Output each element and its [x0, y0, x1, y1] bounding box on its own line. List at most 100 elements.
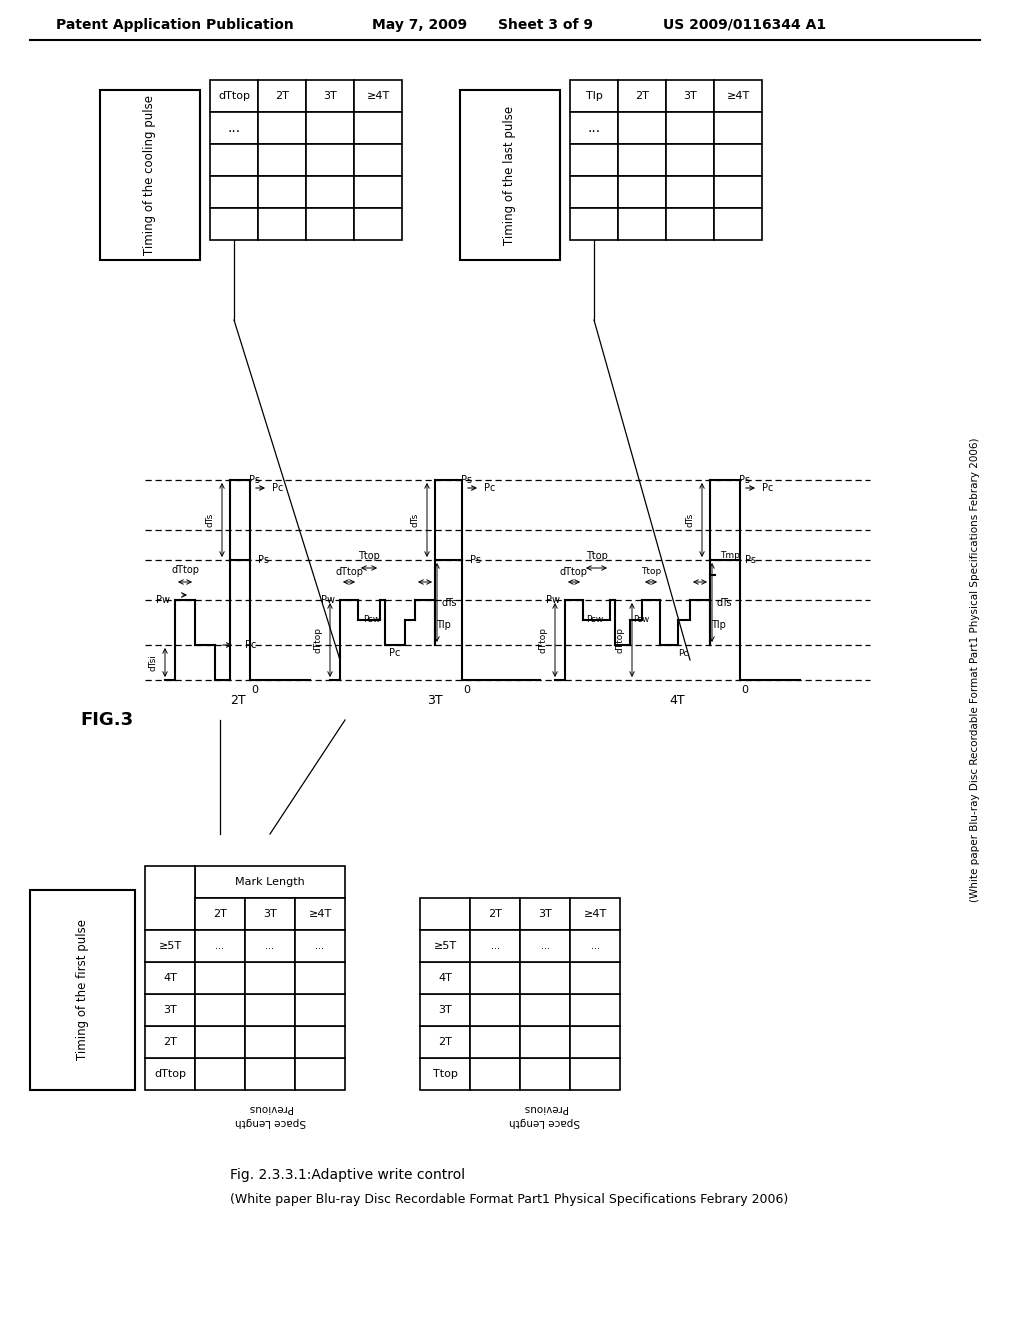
Bar	[420, 962, 470, 994]
Text: dTtop: dTtop	[171, 565, 199, 576]
Bar	[245, 994, 295, 1026]
Bar	[470, 1059, 520, 1090]
Bar	[258, 144, 306, 176]
Text: 0: 0	[741, 685, 749, 696]
Text: ≥4T: ≥4T	[726, 91, 750, 102]
Bar	[618, 81, 666, 112]
Bar	[570, 1026, 620, 1059]
Bar	[245, 898, 295, 931]
Text: Timing of the cooling pulse: Timing of the cooling pulse	[143, 95, 157, 255]
Bar	[295, 994, 345, 1026]
Bar	[295, 898, 345, 931]
Bar	[570, 81, 618, 112]
Text: Timing of the first pulse: Timing of the first pulse	[76, 920, 89, 1060]
Text: dTs: dTs	[206, 513, 214, 527]
Text: ≥4T: ≥4T	[367, 91, 389, 102]
Text: 0: 0	[464, 685, 470, 696]
Text: 3T: 3T	[324, 91, 337, 102]
Bar	[666, 176, 714, 209]
Bar	[618, 112, 666, 144]
Text: dTtop: dTtop	[539, 627, 548, 653]
Text: Pc: Pc	[762, 483, 774, 492]
Bar	[145, 1059, 195, 1090]
Text: ≥5T: ≥5T	[159, 941, 181, 950]
Bar	[570, 144, 618, 176]
Text: Patent Application Publication: Patent Application Publication	[56, 18, 294, 32]
Bar	[195, 931, 245, 962]
Text: Timing of the last pulse: Timing of the last pulse	[504, 106, 516, 244]
Bar	[520, 898, 570, 931]
Bar	[245, 931, 295, 962]
Bar	[714, 176, 762, 209]
Bar	[354, 176, 402, 209]
Bar	[470, 994, 520, 1026]
Text: 4T: 4T	[670, 693, 685, 706]
Bar	[354, 144, 402, 176]
Bar	[460, 90, 560, 260]
Text: Pc: Pc	[245, 640, 256, 649]
Bar	[210, 112, 258, 144]
Text: Psw: Psw	[586, 615, 603, 624]
Bar	[666, 144, 714, 176]
Text: Pc: Pc	[272, 483, 284, 492]
Bar	[520, 994, 570, 1026]
Bar	[258, 112, 306, 144]
Text: dTtop: dTtop	[154, 1069, 186, 1078]
Text: 3T: 3T	[539, 909, 552, 919]
Bar	[195, 898, 245, 931]
Text: 3T: 3T	[438, 1005, 452, 1015]
Bar	[295, 1026, 345, 1059]
Bar	[470, 931, 520, 962]
Text: dTtop: dTtop	[615, 627, 625, 653]
Bar	[258, 209, 306, 240]
Bar	[354, 112, 402, 144]
Text: Ps: Ps	[745, 554, 756, 565]
Text: 2T: 2T	[438, 1038, 452, 1047]
Bar	[714, 81, 762, 112]
Text: Mark Length: Mark Length	[236, 876, 305, 887]
Text: dTs: dTs	[411, 513, 420, 527]
Text: Ps: Ps	[739, 475, 751, 484]
Text: Tlp: Tlp	[711, 620, 725, 630]
Bar	[245, 1059, 295, 1090]
Text: Tlp: Tlp	[435, 620, 451, 630]
Bar	[145, 866, 195, 931]
Text: FIG.3: FIG.3	[80, 711, 133, 729]
Text: Tlp: Tlp	[586, 91, 602, 102]
Bar	[145, 994, 195, 1026]
Bar	[666, 209, 714, 240]
Text: Ttop: Ttop	[432, 1069, 458, 1078]
Text: ...: ...	[227, 121, 241, 135]
Bar	[195, 866, 345, 898]
Bar	[520, 1059, 570, 1090]
Bar	[570, 1059, 620, 1090]
Bar	[570, 994, 620, 1026]
Bar	[470, 898, 520, 931]
Text: 0: 0	[252, 685, 258, 696]
Bar	[210, 144, 258, 176]
Text: dTtop: dTtop	[560, 568, 588, 577]
Text: dTtop: dTtop	[218, 91, 250, 102]
Bar	[714, 209, 762, 240]
Text: ≥5T: ≥5T	[433, 941, 457, 950]
Text: ≥4T: ≥4T	[308, 909, 332, 919]
Text: Ttop: Ttop	[641, 568, 662, 577]
Bar	[618, 144, 666, 176]
Bar	[195, 1026, 245, 1059]
Text: Ps: Ps	[470, 554, 481, 565]
Text: 2T: 2T	[635, 91, 649, 102]
Bar	[100, 90, 200, 260]
Text: 2T: 2T	[163, 1038, 177, 1047]
Bar	[295, 962, 345, 994]
Text: Fig. 2.3.3.1:Adaptive write control: Fig. 2.3.3.1:Adaptive write control	[230, 1168, 465, 1181]
Bar	[520, 962, 570, 994]
Bar	[195, 1059, 245, 1090]
Text: 3T: 3T	[683, 91, 697, 102]
Text: Previous: Previous	[523, 1104, 567, 1113]
Bar	[210, 81, 258, 112]
Text: 3T: 3T	[263, 909, 276, 919]
Text: ...: ...	[541, 941, 550, 950]
Text: Ttop: Ttop	[586, 550, 607, 561]
Bar	[306, 81, 354, 112]
Bar	[145, 962, 195, 994]
